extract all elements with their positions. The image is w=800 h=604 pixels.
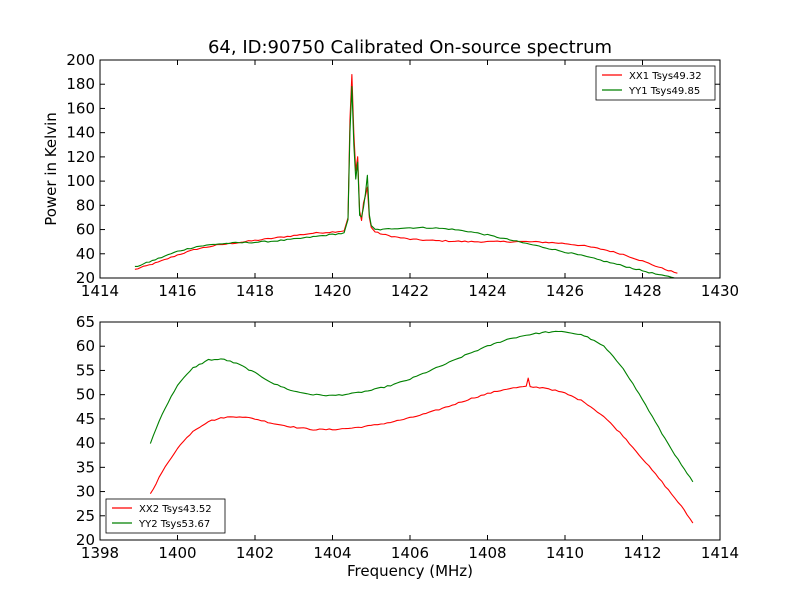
series-group bbox=[134, 74, 678, 278]
y-tick-label: 50 bbox=[76, 386, 95, 404]
legend-box bbox=[595, 65, 716, 101]
x-tick-label: 1410 bbox=[546, 544, 584, 562]
x-tick-label: 1412 bbox=[623, 544, 661, 562]
y-tick-label: 40 bbox=[76, 434, 95, 452]
y-tick-label: 120 bbox=[66, 148, 95, 166]
x-tick-label: 1424 bbox=[468, 282, 506, 300]
x-tick-label: 1426 bbox=[546, 282, 584, 300]
legend-label: YY2 Tsys53.67 bbox=[138, 519, 210, 530]
x-tick-label: 1428 bbox=[623, 282, 661, 300]
y-tick-label: 80 bbox=[76, 196, 95, 214]
x-tick-label: 1414 bbox=[81, 282, 119, 300]
y-tick-label: 30 bbox=[76, 483, 95, 501]
x-tick-label: 1400 bbox=[158, 544, 196, 562]
legend: XX2 Tsys43.52 YY2 Tsys53.67 bbox=[105, 498, 226, 534]
x-tick-label: 1430 bbox=[701, 282, 739, 300]
legend: XX1 Tsys49.32 YY1 Tsys49.85 bbox=[595, 65, 716, 101]
y-tick-label: 35 bbox=[76, 458, 95, 476]
y-tick-label: 140 bbox=[66, 124, 95, 142]
y-tick-label: 45 bbox=[76, 410, 95, 428]
legend-label: XX1 Tsys49.32 bbox=[629, 71, 702, 82]
bottom-subplot: 1398 1400 1402 1404 1406 1408 1410 1412 1414 20 25… bbox=[76, 313, 739, 580]
y-tick-label: 55 bbox=[76, 361, 95, 379]
series-line-xx-1 bbox=[134, 74, 678, 274]
y-tick-label: 25 bbox=[76, 507, 95, 525]
x-axis-label: Frequency (MHz) bbox=[347, 562, 473, 580]
y-tick-label: 100 bbox=[66, 172, 95, 190]
x-tick-label: 1408 bbox=[468, 544, 506, 562]
y-tick-label: 180 bbox=[66, 75, 95, 93]
y-tick-label: 60 bbox=[76, 337, 95, 355]
y-axis-label: Power in Kelvin bbox=[42, 112, 60, 226]
y-tick-label: 65 bbox=[76, 313, 95, 331]
x-tick-label: 1404 bbox=[313, 544, 351, 562]
x-tick-label: 1398 bbox=[81, 544, 119, 562]
x-tick-label: 1416 bbox=[158, 282, 196, 300]
y-tick-label: 20 bbox=[76, 269, 95, 287]
x-tick-label: 1406 bbox=[391, 544, 429, 562]
x-tick-label: 1420 bbox=[313, 282, 351, 300]
y-tick-label: 160 bbox=[66, 99, 95, 117]
x-tick-label: 1418 bbox=[236, 282, 274, 300]
series-line-yy-2 bbox=[149, 330, 694, 483]
y-tick-label: 20 bbox=[76, 531, 95, 549]
x-tick-label: 1402 bbox=[236, 544, 274, 562]
x-tick-label: 1414 bbox=[701, 544, 739, 562]
y-tick-label: 200 bbox=[66, 51, 95, 69]
legend-label: XX2 Tsys43.52 bbox=[139, 504, 212, 515]
x-tick-label: 1422 bbox=[391, 282, 429, 300]
y-tick-label: 60 bbox=[76, 221, 95, 239]
top-subplot: 1414 1416 1418 1420 1422 1424 1426 1428 1430 20 40… bbox=[42, 51, 739, 300]
series-line-xx-2 bbox=[149, 377, 694, 524]
legend-box bbox=[105, 498, 226, 534]
y-tick-label: 40 bbox=[76, 245, 95, 263]
chart-title: 64, ID:90750 Calibrated On-source spectr… bbox=[208, 37, 612, 58]
series-line-yy-1 bbox=[134, 86, 678, 278]
series-group bbox=[149, 330, 694, 524]
legend-label: YY1 Tsys49.85 bbox=[628, 86, 700, 97]
